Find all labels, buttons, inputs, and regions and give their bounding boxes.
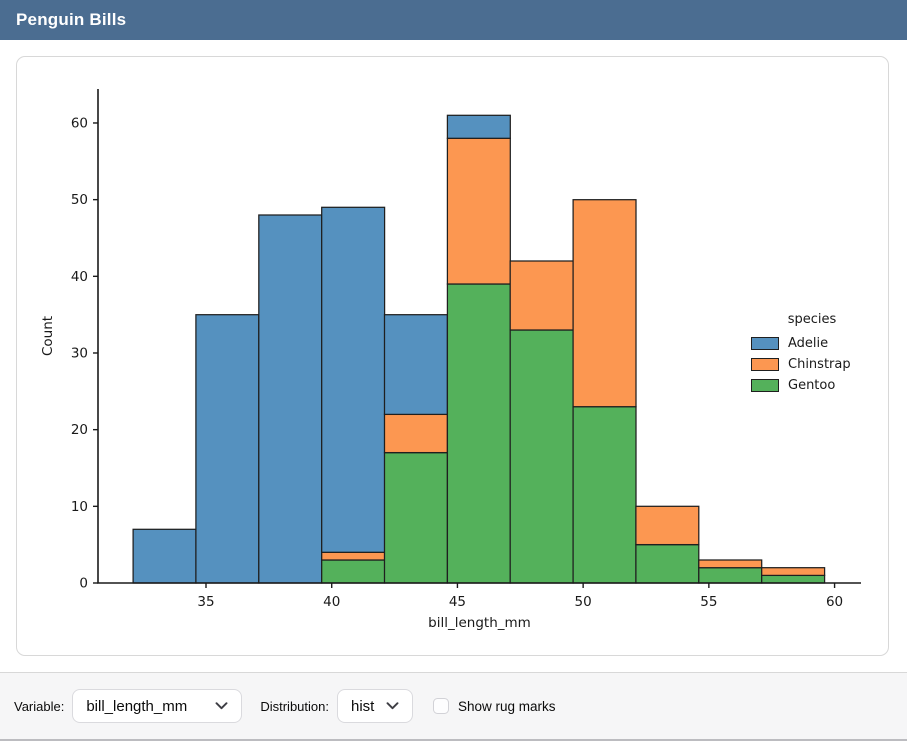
legend-label: Gentoo [788, 378, 836, 393]
bar-segment-chinstrap [761, 567, 826, 577]
histogram-chart: 35 40 45 50 55 60 0 10 20 30 40 50 60 bill_length_mm C… [40, 89, 861, 631]
bar-segment-chinstrap [321, 551, 386, 561]
control-bar: Variable: bill_length_mm Distribution: h… [0, 672, 907, 741]
bar-segment-adelie [258, 214, 323, 584]
variable-select-value: bill_length_mm [86, 697, 188, 715]
y-tick-label: 10 [71, 499, 88, 515]
bar-segment-gentoo [761, 574, 826, 584]
legend-item-chinstrap: Chinstrap [751, 354, 873, 375]
bar-segment-adelie [446, 114, 511, 139]
main-content: 35 40 45 50 55 60 0 10 20 30 40 50 60 bill_length_mm C… [0, 40, 907, 672]
legend-swatch [751, 337, 779, 350]
chart-legend: species Adelie Chinstrap Gentoo [751, 312, 873, 396]
page-title: Penguin Bills [16, 10, 127, 29]
bar-segment-gentoo [509, 329, 574, 584]
x-tick-label: 50 [575, 594, 592, 610]
bar-segment-chinstrap [446, 137, 511, 285]
bar-segment-adelie [132, 528, 197, 584]
bar-segment-chinstrap [635, 505, 700, 546]
variable-select[interactable]: bill_length_mm [72, 689, 243, 723]
bar-segment-chinstrap [509, 260, 574, 331]
distribution-label: Distribution: [260, 698, 329, 714]
x-axis-label: bill_length_mm [428, 615, 531, 631]
legend-rows: Adelie Chinstrap Gentoo [751, 333, 873, 396]
bar-segment-gentoo [383, 452, 449, 584]
x-tick-label: 45 [449, 594, 466, 610]
bar-segment-gentoo [698, 567, 763, 584]
chevron-down-icon [386, 702, 399, 710]
bar-segment-gentoo [446, 283, 511, 584]
bar-segment-chinstrap [383, 413, 449, 454]
legend-label: Chinstrap [788, 357, 851, 372]
title-bar: Penguin Bills [0, 0, 907, 40]
bar-segment-adelie [195, 314, 260, 584]
y-tick-label: 0 [79, 576, 88, 592]
x-tick-label: 55 [700, 594, 717, 610]
bar-segment-adelie [383, 314, 449, 416]
x-tick-label: 60 [826, 594, 843, 610]
y-tick-label: 50 [71, 192, 88, 208]
rug-checkbox-label: Show rug marks [457, 698, 556, 714]
y-axis-label: Count [40, 316, 56, 356]
bar-segment-gentoo [572, 406, 637, 584]
bar-segment-chinstrap [572, 199, 637, 408]
y-tick-label: 20 [71, 422, 88, 438]
legend-title: species [787, 312, 837, 327]
y-tick-label: 30 [71, 345, 88, 361]
chevron-down-icon [215, 702, 228, 710]
y-tick-label: 40 [71, 269, 88, 285]
bar-segment-adelie [321, 206, 386, 553]
legend-item-adelie: Adelie [751, 333, 873, 354]
legend-item-gentoo: Gentoo [751, 375, 873, 396]
bar-segment-gentoo [635, 544, 700, 584]
rug-checkbox[interactable] [432, 698, 449, 714]
x-tick-label: 40 [323, 594, 340, 610]
x-tick-label: 35 [197, 594, 214, 610]
y-tick-label: 60 [71, 115, 88, 131]
legend-swatch [751, 379, 779, 392]
chart-card: 35 40 45 50 55 60 0 10 20 30 40 50 60 bill_length_mm C… [16, 56, 889, 656]
legend-label: Adelie [788, 336, 829, 351]
distribution-select[interactable]: hist [336, 689, 413, 723]
legend-swatch [751, 358, 779, 371]
bar-segment-gentoo [321, 559, 386, 584]
bar-segment-chinstrap [698, 559, 763, 569]
variable-label: Variable: [14, 698, 65, 714]
distribution-select-value: hist [350, 697, 375, 715]
